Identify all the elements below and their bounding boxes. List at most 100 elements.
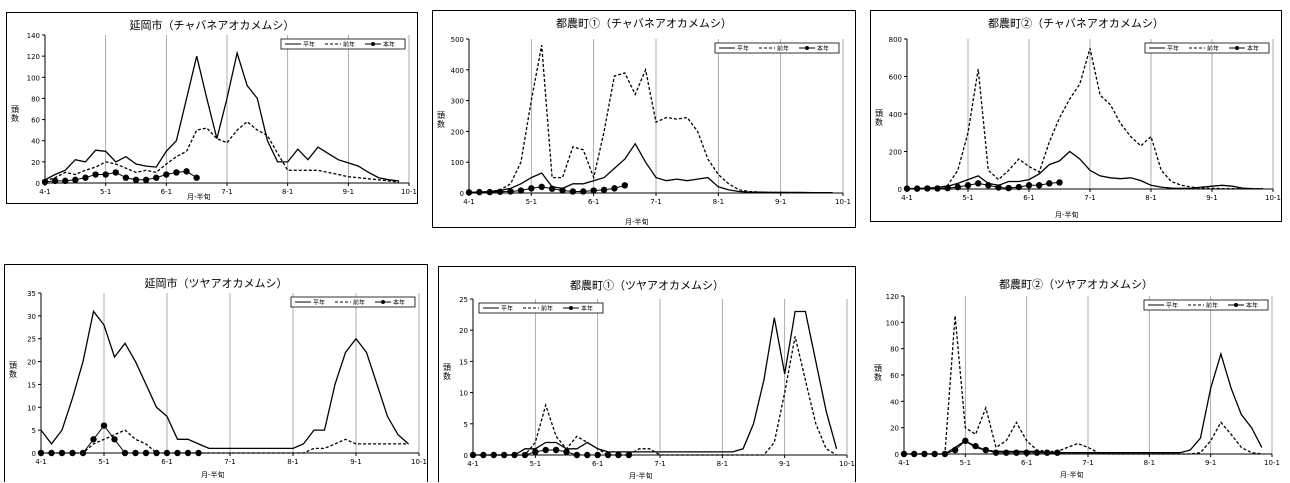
y-tick-label: 40: [890, 398, 899, 406]
x-tick-label: 8-1: [287, 458, 298, 466]
x-tick-label: 5-1: [100, 188, 111, 196]
x-tick-label: 6-1: [1021, 459, 1032, 467]
y-axis-label: 頭数: [11, 105, 19, 123]
data-point: [153, 174, 160, 181]
y-tick-label: 0: [898, 186, 902, 194]
data-point: [542, 446, 549, 454]
data-point: [900, 450, 908, 458]
series-line-normal-year: [468, 142, 833, 194]
data-point: [174, 449, 181, 457]
x-tick-label: 5-1: [960, 459, 971, 467]
data-point: [972, 442, 979, 450]
y-tick-label: 20: [459, 327, 468, 335]
series-line-normal-year: [44, 50, 399, 182]
x-tick-label: 5-1: [962, 194, 973, 202]
data-point: [521, 451, 529, 459]
data-point: [184, 449, 192, 457]
data-point: [1005, 184, 1012, 192]
data-point: [1054, 449, 1061, 456]
x-tick-label: 5-1: [526, 198, 537, 206]
series-line-normal-year: [906, 150, 1263, 190]
data-point: [1023, 449, 1030, 456]
y-tick-label: 30: [27, 313, 36, 321]
data-point: [163, 449, 171, 457]
data-point: [590, 187, 597, 194]
data-point: [1003, 449, 1010, 456]
chart-panel-4: 0 5 10 15 20 25 30 35 4-1 5-1 6-1 7-1 8-1 9-1 10-1 平年 前年…: [4, 264, 428, 482]
series-line-prev-year: [41, 429, 409, 454]
y-tick-label: 500: [451, 36, 464, 44]
y-tick-label: 400: [889, 111, 902, 119]
data-point: [122, 174, 130, 181]
series-line-prev-year: [904, 315, 1262, 455]
chart-panel-6: 0 20 40 60 80 100 120 4-1 5-1 6-1 7-1 8-1 9-1 10-1 平年 前…: [870, 266, 1282, 482]
x-tick-label: 10-1: [1264, 459, 1280, 467]
legend-box: [280, 38, 406, 50]
data-point: [37, 449, 45, 457]
data-point: [58, 449, 66, 457]
legend-marker: [1234, 303, 1238, 307]
data-point: [563, 448, 570, 456]
x-tick-label: 7-1: [1084, 194, 1095, 202]
x-tick-label: 10-1: [839, 460, 855, 468]
legend-marker: [569, 306, 573, 310]
data-point: [1046, 180, 1053, 187]
legend-marker: [1235, 46, 1239, 50]
x-axis-label: 月-半旬: [1055, 211, 1079, 219]
x-tick-label: 9-1: [1205, 459, 1216, 467]
x-tick-label: 10-1: [1265, 194, 1281, 202]
x-tick-label: 6-1: [592, 460, 603, 468]
data-point: [465, 189, 473, 196]
y-tick-label: 40: [31, 138, 40, 146]
data-point: [600, 186, 608, 194]
legend-label: 平年: [737, 45, 749, 53]
x-tick-label: 4-1: [35, 458, 46, 466]
y-tick-label: 300: [451, 98, 464, 106]
y-tick-label: 15: [27, 381, 36, 389]
data-point: [954, 183, 962, 191]
series-line-normal-year: [473, 310, 838, 456]
legend-label: 前年: [343, 41, 355, 49]
chart-svg: 0 100 200 300 400 500 4-1 5-1 6-1 7-1 8-1 9-1 10-1 平年…: [451, 36, 851, 206]
data-point: [102, 171, 109, 178]
x-axis-label: 月-半旬: [1060, 471, 1084, 479]
legend-label: 前年: [541, 305, 553, 313]
data-point: [1035, 182, 1043, 189]
y-tick-label: 120: [27, 53, 40, 61]
data-point: [132, 449, 139, 457]
y-tick-label: 0: [32, 450, 36, 458]
x-tick-label: 4-1: [898, 459, 909, 467]
x-tick-label: 5-1: [530, 460, 541, 468]
series-line-prev-year: [906, 48, 1263, 190]
data-point: [62, 177, 69, 185]
data-point: [538, 183, 545, 191]
x-tick-label: 9-1: [775, 198, 786, 206]
x-tick-label: 6-1: [588, 198, 599, 206]
data-point: [92, 171, 99, 178]
data-point: [992, 449, 1000, 456]
data-point: [934, 185, 941, 192]
legend-label: 前年: [777, 45, 789, 53]
y-tick-label: 100: [886, 319, 899, 327]
legend-box: [1143, 299, 1269, 311]
legend-label: 平年: [303, 41, 315, 49]
data-point: [1013, 449, 1020, 456]
data-point: [573, 451, 581, 459]
y-tick-label: 20: [890, 425, 899, 433]
x-tick-label: 4-1: [39, 188, 50, 196]
x-tick-label: 9-1: [779, 460, 790, 468]
x-tick-label: 8-1: [713, 198, 724, 206]
x-tick-label: 9-1: [343, 188, 354, 196]
legend-marker: [805, 46, 809, 50]
chart-svg: 0 200 400 600 800 4-1 5-1 6-1 7-1 8-1 9-1 10-1 平年 前年 本…: [889, 36, 1281, 202]
data-point: [611, 185, 618, 192]
y-tick-label: 120: [886, 293, 899, 301]
data-point: [1056, 179, 1063, 186]
data-point: [486, 188, 493, 196]
data-point: [79, 449, 87, 457]
data-point: [1015, 183, 1023, 191]
data-point: [507, 188, 514, 195]
x-axis-label: 月-半旬: [625, 218, 649, 226]
data-point: [548, 185, 556, 192]
y-tick-label: 60: [31, 117, 40, 125]
